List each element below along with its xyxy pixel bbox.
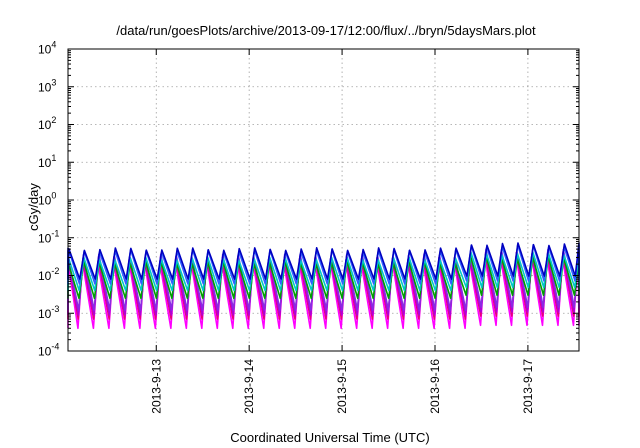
x-tick-label: 2013-9-17: [521, 359, 535, 414]
y-tick-exponent: 3: [51, 77, 56, 87]
y-tick-label: 104: [38, 40, 56, 57]
y-tick-exponent: -2: [51, 266, 59, 276]
series-line: [67, 242, 580, 280]
chart-title: /data/run/goesPlots/archive/2013-09-17/1…: [116, 23, 536, 38]
y-tick-exponent: 2: [51, 115, 56, 125]
y-tick-exponent: 1: [51, 153, 56, 163]
y-tick-exponent: -3: [51, 304, 59, 314]
y-tick-label: 10-4: [38, 342, 59, 359]
y-tick-exponent: -1: [51, 228, 59, 238]
x-tick-label: 2013-9-14: [242, 359, 256, 414]
plot-area: [67, 242, 580, 330]
y-tick-exponent: 0: [51, 191, 56, 201]
y-tick-exponent: -4: [51, 342, 59, 352]
y-tick-label: 103: [38, 77, 56, 94]
x-tick-label: 2013-9-13: [149, 359, 163, 414]
y-axis-label: cGy/day: [26, 183, 41, 231]
y-tick-label: 10-2: [38, 266, 59, 283]
x-axis-label: Coordinated Universal Time (UTC): [230, 430, 429, 445]
y-tick-label: 10-1: [38, 228, 59, 245]
y-tick-label: 101: [38, 153, 56, 170]
x-tick-label: 2013-9-16: [428, 359, 442, 414]
grid: [68, 49, 579, 351]
y-tick-label: 102: [38, 115, 56, 132]
plot-frame: [67, 48, 580, 352]
y-tick-exponent: 4: [51, 40, 56, 50]
x-tick-labels: 2013-9-13 2013-9-14 2013-9-15 2013-9-16 2013…: [149, 359, 535, 414]
y-tick-label: 10-3: [38, 304, 59, 321]
x-tick-label: 2013-9-15: [335, 359, 349, 414]
